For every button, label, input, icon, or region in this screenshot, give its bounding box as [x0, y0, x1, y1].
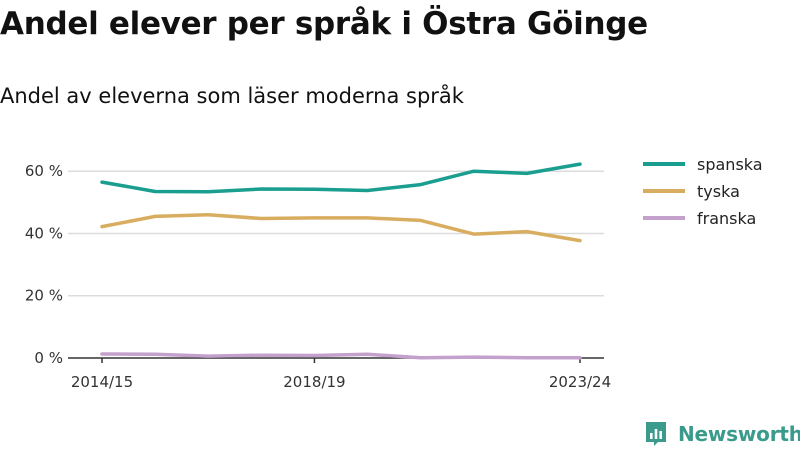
brand-logo: Newsworthy	[644, 420, 800, 448]
chart-title: Andel elever per språk i Östra Göinge	[0, 6, 648, 42]
legend-label: franska	[697, 209, 756, 228]
legend-label: tyska	[697, 182, 740, 201]
y-tick-label: 40 %	[25, 224, 63, 242]
newsworthy-logo-icon	[646, 422, 666, 446]
x-tick-label: 2018/19	[283, 373, 345, 391]
y-tick-label: 60 %	[25, 162, 63, 180]
brand-name: Newsworthy	[678, 422, 800, 446]
series-line-spanska	[100, 162, 582, 194]
x-tick-label: 2014/15	[71, 373, 133, 391]
series-line-tyska	[100, 213, 582, 243]
series-line-franska	[100, 352, 582, 360]
legend-label: spanska	[697, 155, 763, 174]
y-tick-label: 0 %	[34, 349, 63, 367]
chart-subtitle: Andel av eleverna som läser moderna språ…	[0, 84, 464, 108]
x-tick-label: 2023/24	[549, 373, 611, 391]
y-tick-label: 20 %	[25, 287, 63, 305]
